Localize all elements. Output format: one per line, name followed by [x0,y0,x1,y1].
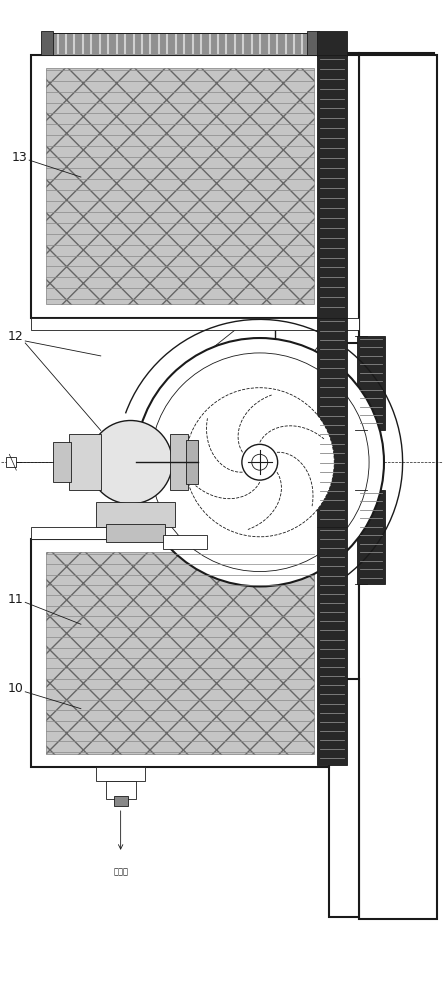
Bar [46,33,314,55]
Circle shape [185,388,334,537]
Text: 给水口: 给水口 [113,868,128,877]
Bar [317,318,347,527]
Bar [53,442,71,482]
Text: 11: 11 [8,593,23,606]
Bar [31,539,329,767]
Bar [96,767,146,781]
Text: 10: 10 [8,682,23,695]
Text: 热水口: 热水口 [193,490,202,505]
Circle shape [242,444,278,480]
Bar [329,679,359,917]
Bar [114,796,127,806]
Bar [329,53,359,401]
Bar [69,434,101,490]
Bar [46,552,314,754]
Bar [359,53,434,917]
Circle shape [89,421,172,504]
Bar [31,318,359,330]
Bar [31,55,329,318]
Bar [31,527,359,539]
Bar [307,31,319,55]
Bar [41,31,53,55]
Circle shape [151,353,369,572]
Bar [6,457,16,467]
Bar [170,434,188,490]
Bar [317,55,347,318]
Bar [317,527,347,765]
Bar [357,490,385,584]
Bar [106,781,135,799]
Bar [317,31,347,56]
Bar [46,68,314,304]
Bar [186,440,198,484]
Bar [106,524,165,542]
Bar [329,55,359,343]
Bar [96,502,175,527]
Bar [163,535,207,549]
Bar [357,336,385,430]
Bar [359,55,436,919]
Text: 12: 12 [8,330,23,343]
Circle shape [135,338,384,586]
Text: 13: 13 [12,151,27,164]
Circle shape [252,454,268,470]
